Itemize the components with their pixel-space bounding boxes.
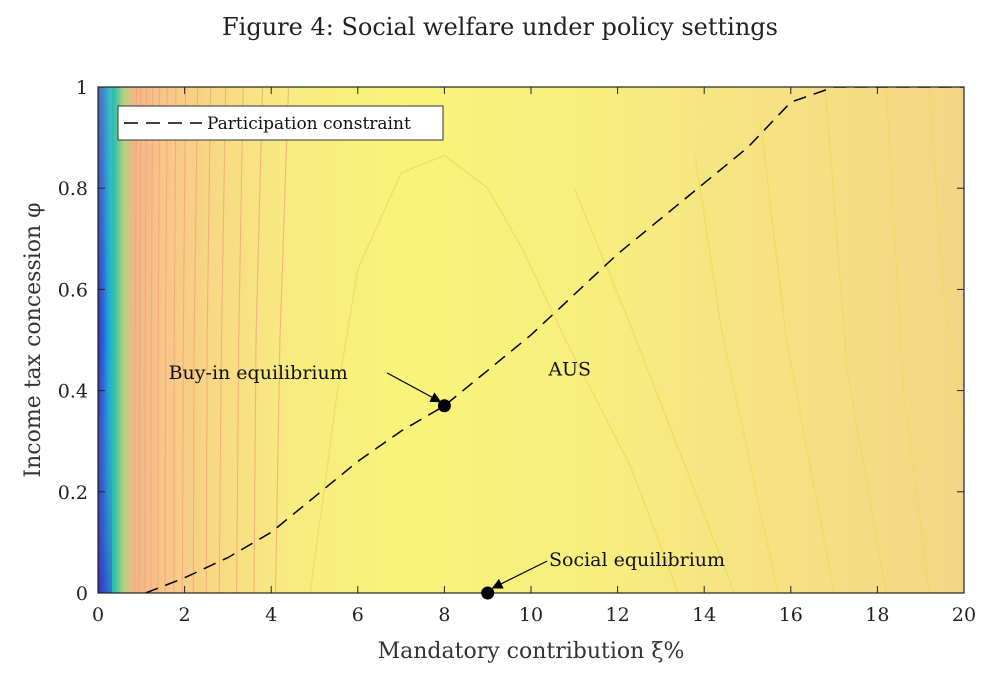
x-tick-label: 12 [606,604,630,626]
contour-line [164,87,168,593]
contour-line [218,87,227,593]
contour-line [824,87,887,593]
x-axis: 0 2 4 6 8 10 12 14 16 18 20 [92,87,976,626]
x-tick-label: 2 [179,604,191,626]
annotations: AUS Buy-in equilibrium Social equilibrium [169,358,725,600]
legend: Participation constraint [117,105,444,141]
contour-line [309,154,679,593]
contour-line [134,87,138,593]
contour-line [138,87,142,593]
arrow-social [491,560,548,589]
point-social-equilibrium [481,586,495,600]
x-tick-label: 6 [352,604,364,626]
x-tick-label: 10 [519,604,543,626]
contour-line [573,187,736,593]
annotation-aus: AUS [547,358,591,380]
contour-lines [134,87,964,593]
contour-line [694,157,779,593]
contour-line [181,87,187,593]
y-axis: 0 0.2 0.4 0.6 0.8 1 [58,77,964,605]
contour-line [192,87,199,593]
contour-line [150,87,154,593]
y-tick-label: 0.8 [58,178,88,200]
contour-line [173,87,177,593]
plot-left-shade [98,87,112,593]
x-tick-label: 18 [865,604,889,626]
contour-line [274,87,290,593]
chart-title: Figure 4: Social welfare under policy se… [222,13,778,41]
y-tick-label: 0.6 [58,279,88,301]
contour-line [205,87,212,593]
y-axis-label: Income tax concession φ [21,202,46,477]
label-social-equilibrium: Social equilibrium [549,549,725,571]
series-layer [145,87,964,593]
x-tick-label: 14 [692,604,716,626]
x-tick-label: 0 [92,604,104,626]
contour-line [885,87,931,593]
series-line-participation-constraint [145,87,964,593]
contour-line [236,87,244,593]
contour-line [928,87,964,442]
x-axis-label: Mandatory contribution ξ% [378,639,685,664]
plot-background [98,87,964,593]
x-tick-label: 20 [952,604,976,626]
arrow-buy-in [386,372,442,403]
y-tick-label: 1 [76,77,88,99]
label-buy-in-equilibrium: Buy-in equilibrium [169,362,348,384]
y-tick-label: 0 [76,583,88,605]
x-tick-label: 16 [779,604,803,626]
x-tick-label: 4 [265,604,277,626]
contour-line [759,122,835,593]
contour-line [253,87,264,593]
y-tick-label: 0.4 [58,381,88,403]
legend-entry-participation-constraint: Participation constraint [207,114,411,134]
point-buy-in-equilibrium [437,399,451,413]
y-tick-label: 0.2 [58,482,88,504]
contour-line [157,87,161,593]
x-tick-label: 8 [438,604,450,626]
contour-line [144,87,148,593]
